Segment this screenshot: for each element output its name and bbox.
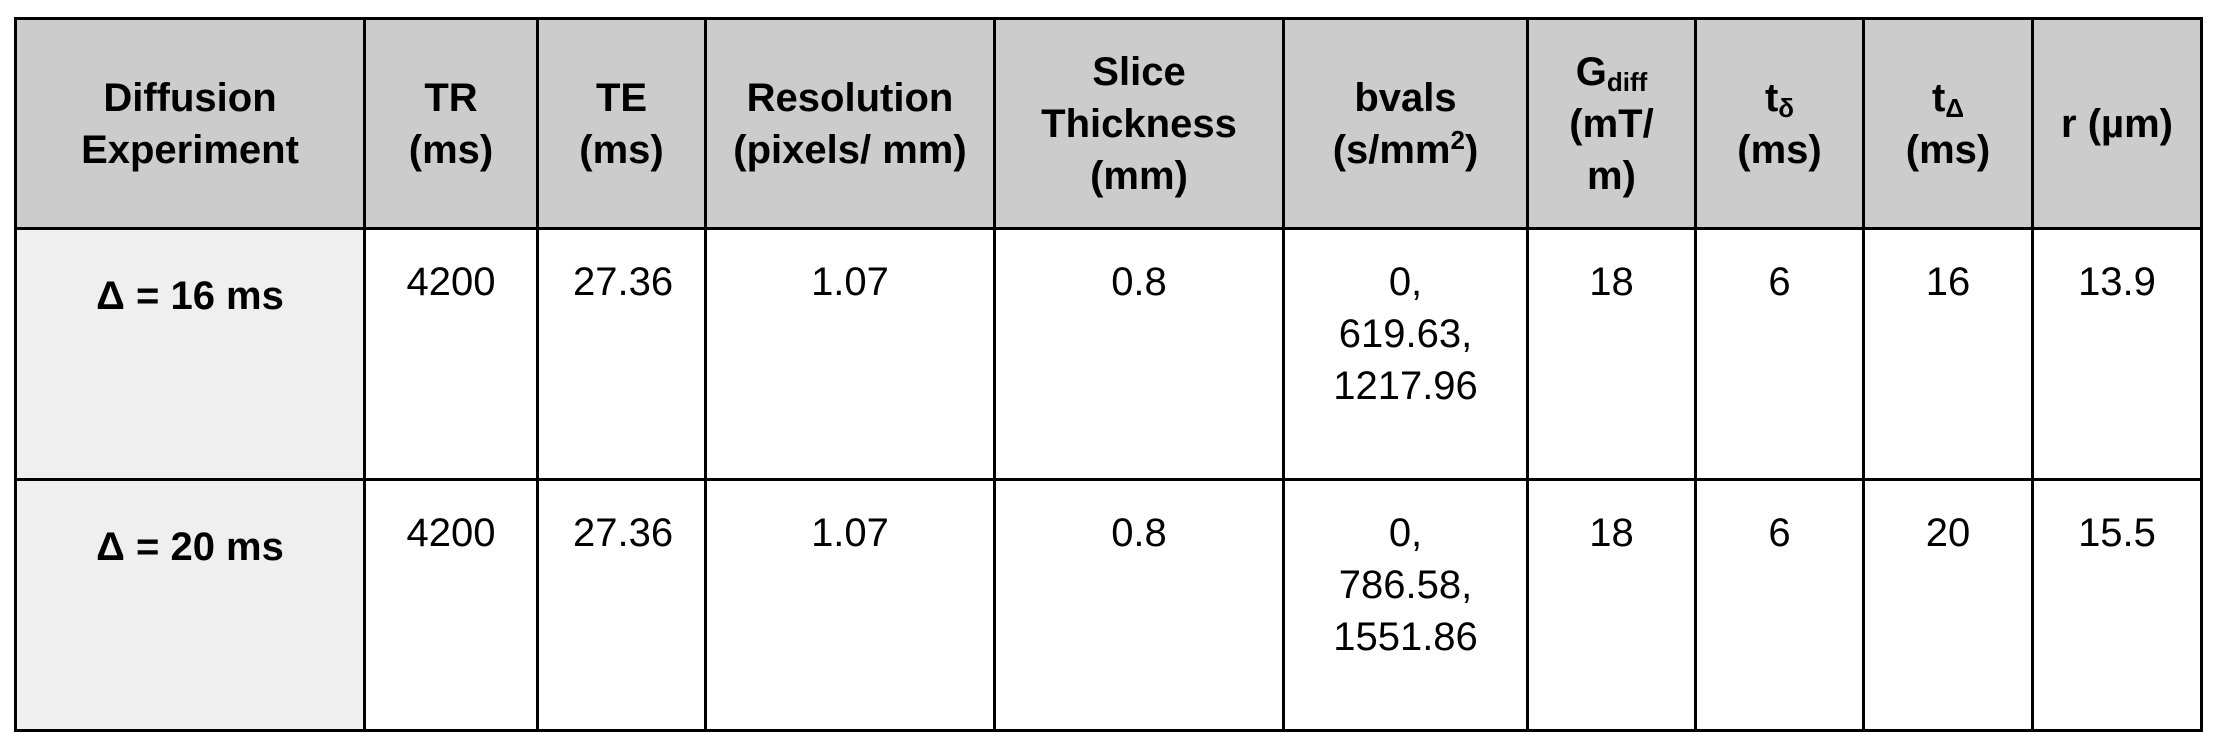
table-cell: 0, 786.58, 1551.86 <box>1282 478 1529 732</box>
header-subscript: δ <box>1778 92 1795 123</box>
header-text: t <box>1931 75 1946 120</box>
table-cell: 4200 <box>363 227 539 481</box>
table-cell: 27.36 <box>536 227 707 481</box>
header-cell: r (µm) <box>2031 17 2203 230</box>
header-text: G <box>1575 49 1607 94</box>
header-cell: tΔ (ms) <box>1862 17 2034 230</box>
table-cell: 18 <box>1526 227 1697 481</box>
row-label: Δ = 16 ms <box>14 227 366 481</box>
table-cell: 1.07 <box>704 478 996 732</box>
header-line: tδ <box>1764 75 1795 123</box>
table-cell: 4200 <box>363 478 539 732</box>
table-cell: 0.8 <box>993 227 1285 481</box>
table-row: Δ = 20 ms 4200 27.36 1.07 0.8 0, 786.58, 1551… <box>14 478 2203 732</box>
table-cell: 6 <box>1694 478 1865 732</box>
table-cell: 27.36 <box>536 478 707 732</box>
header-cell: TR (ms) <box>363 17 539 230</box>
row-label: Δ = 20 ms <box>14 478 366 732</box>
table-cell: 18 <box>1526 478 1697 732</box>
header-text: bvals (s/mm <box>1332 75 1457 172</box>
table-cell: 16 <box>1862 227 2034 481</box>
header-text: (ms) <box>1737 127 1822 172</box>
header-row: Diffusion Experiment TR (ms) TE (ms) Resolu… <box>14 17 2203 230</box>
table-cell: 0.8 <box>993 478 1285 732</box>
header-line: tΔ <box>1931 75 1964 123</box>
header-cell: Slice Thickness (mm) <box>993 17 1285 230</box>
table-cell: 13.9 <box>2031 227 2203 481</box>
table-cell: 6 <box>1694 227 1865 481</box>
page: Diffusion Experiment TR (ms) TE (ms) Resolu… <box>14 17 2203 732</box>
header-subscript: diff <box>1606 66 1648 97</box>
table-body: Δ = 16 ms 4200 27.36 1.07 0.8 0, 619.63, 1217… <box>14 227 2203 732</box>
table-cell: 20 <box>1862 478 2034 732</box>
header-cell: Diffusion Experiment <box>14 17 366 230</box>
parameters-table: Diffusion Experiment TR (ms) TE (ms) Resolu… <box>14 17 2203 732</box>
table-row: Δ = 16 ms 4200 27.36 1.07 0.8 0, 619.63, 1217… <box>14 227 2203 481</box>
table-cell: 15.5 <box>2031 478 2203 732</box>
header-line: bvals (s/mm2 <box>1333 76 1465 172</box>
header-cell: Resolution (pixels/ mm) <box>704 17 996 230</box>
header-cell: Gdiff (mT/ m) <box>1526 17 1697 230</box>
table-cell: 1.07 <box>704 227 996 481</box>
header-cell: bvals (s/mm2) <box>1282 17 1529 230</box>
header-text: (ms) <box>1905 127 1991 172</box>
header-line: Gdiff <box>1575 49 1648 97</box>
header-text: t <box>1764 75 1779 120</box>
header-text: (mT/ m) <box>1569 101 1654 198</box>
header-text: ) <box>1464 127 1479 172</box>
header-subscript: Δ <box>1945 92 1964 123</box>
header-cell: TE (ms) <box>536 17 707 230</box>
table-cell: 0, 619.63, 1217.96 <box>1282 227 1529 481</box>
header-superscript: 2 <box>1450 124 1465 155</box>
header-cell: tδ (ms) <box>1694 17 1865 230</box>
